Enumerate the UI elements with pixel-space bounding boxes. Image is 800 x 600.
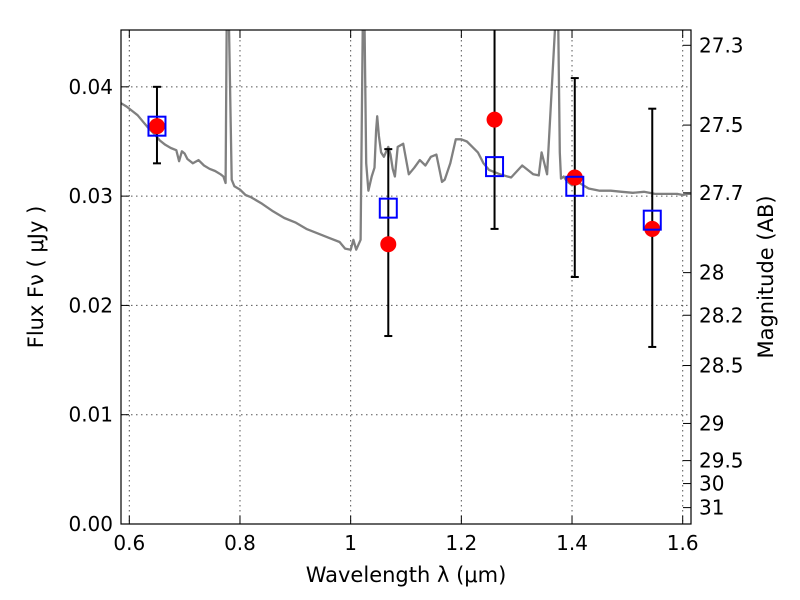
y-tick-label: 0.00 (68, 512, 113, 536)
observed-point (486, 111, 503, 128)
x-tick-label: 0.6 (113, 531, 145, 555)
x-tick-label: 1 (344, 531, 357, 555)
spectrum-line (121, 30, 691, 251)
observed-point (148, 118, 165, 135)
y2-tick-label: 28.5 (699, 354, 744, 378)
y-tick-label: 0.02 (68, 293, 113, 317)
y2-tick-label: 29 (699, 411, 724, 435)
y2-tick-label: 31 (699, 496, 724, 520)
plot-area (121, 30, 691, 348)
y2-tick-label: 27.5 (699, 113, 744, 137)
y-tick-label: 0.01 (68, 403, 113, 427)
plot-frame (120, 29, 692, 525)
y2-axis-title: Magnitude (AB) (754, 195, 778, 358)
x-tick-label: 1.6 (667, 531, 699, 555)
model-point (565, 175, 585, 197)
observed-point (380, 236, 397, 253)
x-axis-title: Wavelength λ (μm) (306, 563, 507, 587)
model-point (147, 115, 167, 137)
y-tick-label: 0.04 (68, 75, 113, 99)
model-point (642, 209, 662, 231)
model-point (485, 156, 505, 178)
y-axis-title: Flux Fν ( μJy ) (24, 206, 48, 349)
y2-tick-label: 27.7 (699, 181, 744, 205)
x-tick-label: 0.8 (224, 531, 256, 555)
y2-tick-label: 28 (699, 261, 724, 285)
y2-tick-label: 30 (699, 472, 724, 496)
model-point (378, 197, 398, 219)
y2-tick-label: 29.5 (699, 449, 744, 473)
data-marks (147, 30, 662, 348)
x-tick-label: 1.2 (445, 531, 477, 555)
x-tick-label: 1.4 (556, 531, 588, 555)
y2-tick-label: 28.2 (699, 303, 744, 327)
y-tick-label: 0.03 (68, 184, 113, 208)
y2-tick-label: 27.3 (699, 33, 744, 57)
axis-ticks: 0.6 0.8 1 1.2 1.4 1.6 0.00 0.01 0.02 0.03 0.04 27.3… (68, 30, 744, 555)
